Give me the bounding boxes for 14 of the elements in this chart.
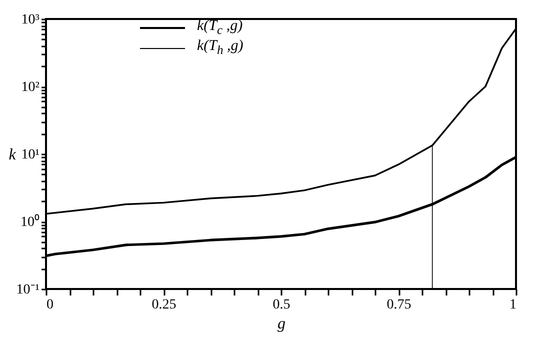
x-tick-label: 0 [46,298,54,312]
y-tick-label: 10⁰ [20,214,40,230]
y-tick-label: 10¹ [21,148,40,162]
x-tick-label: 0.25 [152,298,176,312]
y-tick-label: 10⁻¹ [16,282,40,298]
y-tick-label: 10² [21,80,40,95]
x-tick-label: 1 [510,298,516,312]
legend-label: k(T$_{c}$ ,g) [197,18,243,38]
y-axis-title: k [8,146,17,164]
x-axis-title: g [278,316,286,332]
y-tick-label: 10³ [21,12,40,28]
x-tick-label: 0.75 [386,298,412,312]
x-tick-label: 0.5 [272,298,290,312]
legend-label: k(T$_{h}$ ,g) [197,38,244,58]
